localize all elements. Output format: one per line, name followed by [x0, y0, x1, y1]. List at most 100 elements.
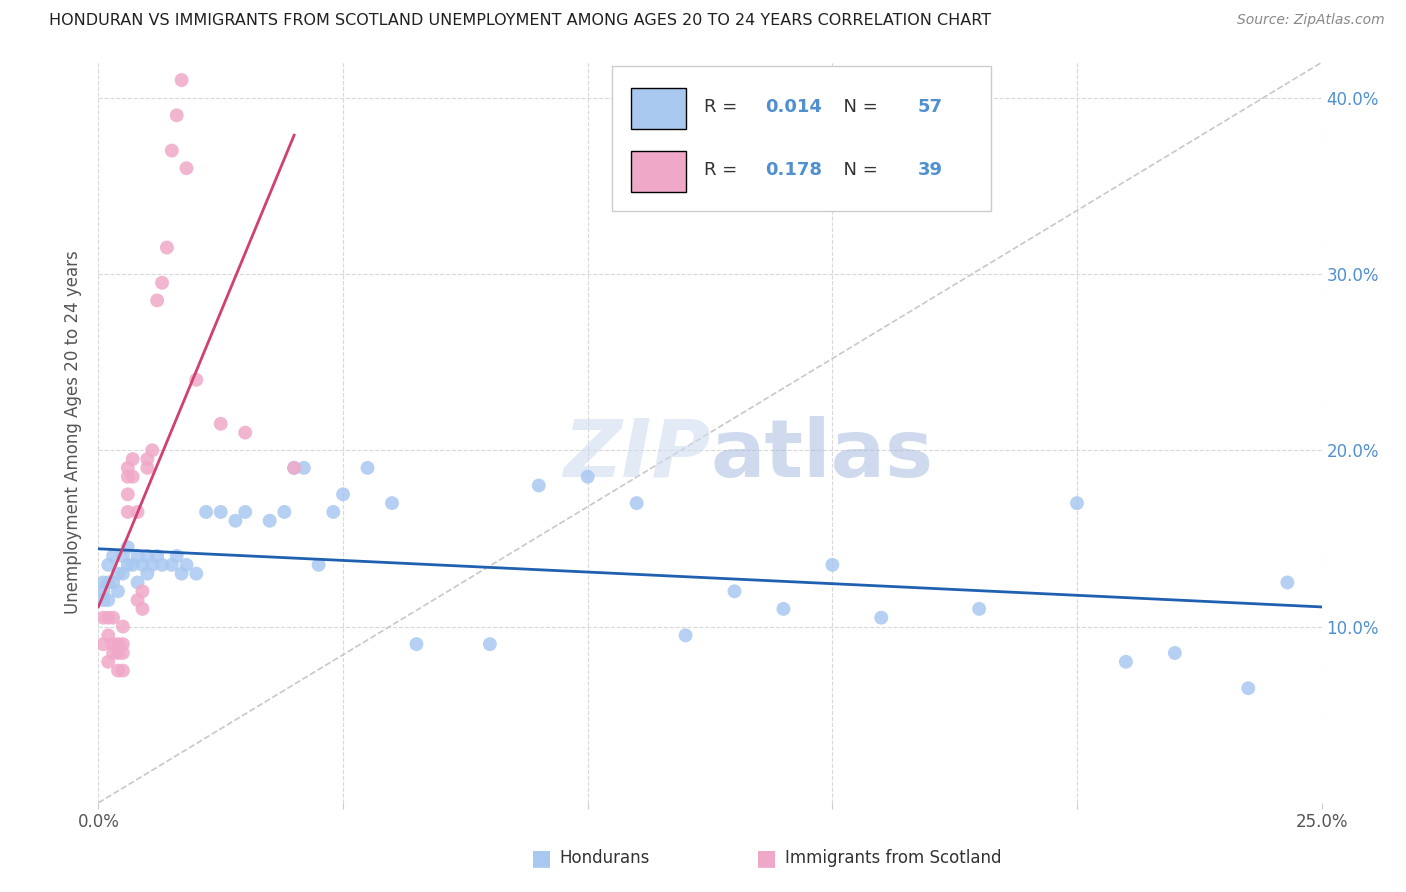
Point	[91, 593, 114, 607]
Point	[356, 461, 378, 475]
Point	[1237, 681, 1260, 696]
Text: R =: R =	[704, 98, 742, 116]
Text: N =: N =	[832, 98, 884, 116]
Point	[91, 575, 114, 590]
Point	[233, 505, 256, 519]
Point	[308, 558, 330, 572]
Point	[111, 646, 134, 660]
Point	[1277, 575, 1299, 590]
Point	[91, 584, 114, 599]
Point	[381, 496, 404, 510]
Point	[136, 566, 159, 581]
Point	[176, 161, 198, 176]
Point	[870, 611, 893, 625]
Point	[117, 558, 139, 572]
Point	[127, 593, 149, 607]
Text: ■: ■	[756, 848, 776, 868]
Point	[117, 469, 139, 483]
Point	[107, 566, 129, 581]
FancyBboxPatch shape	[630, 88, 686, 129]
Point	[160, 558, 183, 572]
Point	[117, 505, 139, 519]
Text: Source: ZipAtlas.com: Source: ZipAtlas.com	[1237, 13, 1385, 28]
Point	[136, 461, 159, 475]
Point	[107, 664, 129, 678]
Point	[322, 505, 344, 519]
Point	[136, 452, 159, 467]
Point	[111, 664, 134, 678]
FancyBboxPatch shape	[612, 66, 991, 211]
Point	[283, 461, 305, 475]
Point	[156, 241, 179, 255]
Text: R =: R =	[704, 161, 742, 178]
Point	[101, 575, 124, 590]
Point	[675, 628, 697, 642]
Point	[209, 505, 232, 519]
Point	[107, 637, 129, 651]
Text: ■: ■	[531, 848, 551, 868]
Point	[91, 637, 114, 651]
Point	[136, 549, 159, 563]
Point	[723, 584, 745, 599]
Text: 0.178: 0.178	[765, 161, 823, 178]
Point	[170, 566, 193, 581]
Point	[176, 558, 198, 572]
Point	[97, 655, 120, 669]
Point	[576, 469, 599, 483]
Point	[127, 505, 149, 519]
Point	[91, 611, 114, 625]
Point	[186, 566, 208, 581]
Point	[195, 505, 218, 519]
Point	[186, 373, 208, 387]
Point	[101, 637, 124, 651]
Point	[97, 628, 120, 642]
Point	[626, 496, 648, 510]
Point	[150, 558, 173, 572]
Point	[166, 108, 188, 122]
Point	[97, 611, 120, 625]
Point	[1164, 646, 1187, 660]
Point	[224, 514, 246, 528]
Text: 0.014: 0.014	[765, 98, 823, 116]
Point	[209, 417, 232, 431]
Point	[1115, 655, 1137, 669]
Point	[127, 575, 149, 590]
Point	[233, 425, 256, 440]
Point	[117, 461, 139, 475]
Point	[160, 144, 183, 158]
Point	[772, 602, 794, 616]
Point	[131, 584, 153, 599]
Text: atlas: atlas	[710, 416, 934, 494]
Point	[111, 549, 134, 563]
Text: ZIP: ZIP	[562, 416, 710, 494]
Point	[107, 584, 129, 599]
Point	[273, 505, 295, 519]
Point	[131, 558, 153, 572]
Text: N =: N =	[832, 161, 884, 178]
Point	[111, 566, 134, 581]
Point	[97, 575, 120, 590]
Point	[170, 73, 193, 87]
Point	[821, 558, 844, 572]
Point	[107, 646, 129, 660]
Point	[111, 619, 134, 633]
Text: 39: 39	[918, 161, 943, 178]
Point	[101, 646, 124, 660]
Point	[332, 487, 354, 501]
Point	[127, 549, 149, 563]
Text: HONDURAN VS IMMIGRANTS FROM SCOTLAND UNEMPLOYMENT AMONG AGES 20 TO 24 YEARS CORR: HONDURAN VS IMMIGRANTS FROM SCOTLAND UNE…	[49, 13, 991, 29]
Point	[117, 540, 139, 554]
Point	[283, 461, 305, 475]
Point	[478, 637, 501, 651]
Point	[121, 469, 143, 483]
Point	[292, 461, 315, 475]
Point	[111, 637, 134, 651]
Point	[101, 549, 124, 563]
Point	[131, 602, 153, 616]
Point	[141, 443, 163, 458]
Point	[967, 602, 990, 616]
Point	[1066, 496, 1088, 510]
Point	[259, 514, 281, 528]
Point	[97, 558, 120, 572]
Text: Immigrants from Scotland: Immigrants from Scotland	[785, 849, 1001, 867]
